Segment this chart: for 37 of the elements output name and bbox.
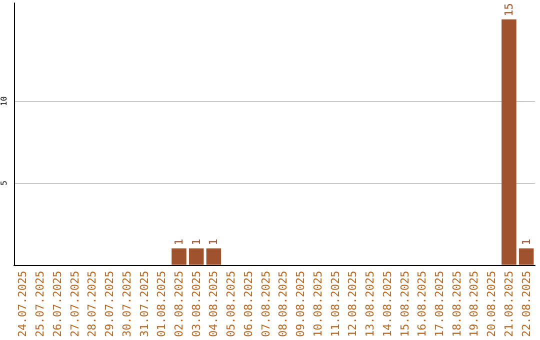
x-tick-label: 30.07.2025 — [120, 270, 134, 338]
x-tick-label: 13.08.2025 — [364, 270, 377, 338]
x-tick-label: 11.08.2025 — [328, 270, 342, 338]
data-label: 1 — [190, 238, 203, 246]
x-tick-label: 02.08.2025 — [172, 270, 186, 338]
x-tick-label: 12.08.2025 — [346, 270, 360, 338]
data-label: 15 — [502, 3, 516, 16]
data-label: 1 — [520, 238, 533, 246]
x-tick-label: 03.08.2025 — [190, 270, 203, 338]
x-tick-label: 07.08.2025 — [259, 270, 272, 338]
x-tick-label: 25.07.2025 — [34, 270, 47, 338]
x-tick-label: 10.08.2025 — [311, 270, 324, 338]
x-tick-label: 24.07.2025 — [16, 270, 30, 338]
x-tick-label: 14.08.2025 — [380, 270, 394, 338]
x-tick-label: 05.08.2025 — [224, 270, 238, 338]
x-tick-label: 31.07.2025 — [138, 270, 151, 338]
x-tick-label: 22.08.2025 — [520, 270, 533, 338]
x-tick-label: 06.08.2025 — [242, 270, 255, 338]
x-tick-label: 09.08.2025 — [294, 270, 308, 338]
x-tick-label: 21.08.2025 — [502, 270, 516, 338]
x-tick-label: 17.08.2025 — [432, 270, 446, 338]
x-tick-label: 19.08.2025 — [468, 270, 481, 338]
x-tick-label: 01.08.2025 — [155, 270, 168, 338]
x-tick-label: 27.07.2025 — [68, 270, 82, 338]
x-tick-label: 04.08.2025 — [207, 270, 220, 338]
x-tick-label: 08.08.2025 — [276, 270, 290, 338]
x-tick-label: 26.07.2025 — [50, 270, 64, 338]
data-label: 1 — [172, 238, 186, 246]
x-tick-label: 16.08.2025 — [416, 270, 429, 338]
y-tick-label: 10 — [0, 96, 8, 106]
x-tick-label: 28.07.2025 — [86, 270, 99, 338]
y-tick-label: 5 — [0, 180, 8, 186]
x-tick-label: 29.07.2025 — [103, 270, 116, 338]
x-tick-label: 15.08.2025 — [398, 270, 412, 338]
x-tick-label: 20.08.2025 — [485, 270, 498, 338]
data-label: 1 — [207, 238, 220, 246]
x-tick-label: 18.08.2025 — [450, 270, 464, 338]
